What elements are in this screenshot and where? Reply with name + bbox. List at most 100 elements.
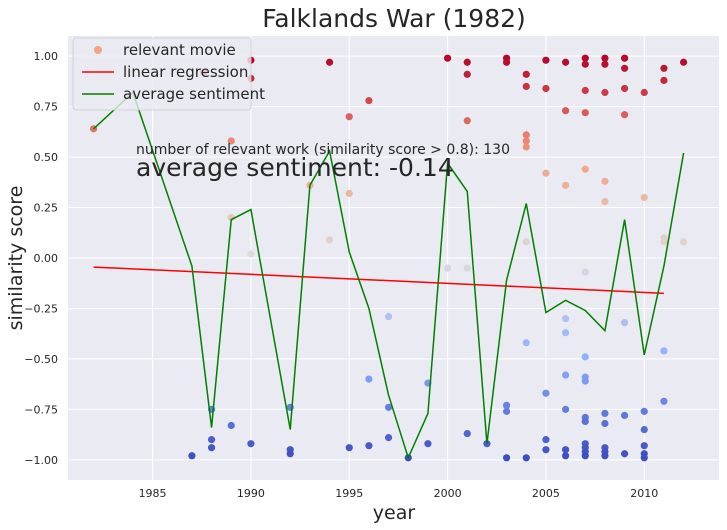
y-tick-label: 0.50 xyxy=(34,151,59,164)
legend-label-relevant-movie: relevant movie xyxy=(123,41,236,59)
data-point xyxy=(522,131,530,139)
data-point xyxy=(502,58,511,66)
data-point xyxy=(522,82,530,91)
data-point xyxy=(542,446,550,454)
data-point xyxy=(660,64,668,72)
data-point xyxy=(581,165,589,173)
data-point xyxy=(502,401,511,409)
data-point xyxy=(522,339,530,347)
data-point xyxy=(365,442,373,450)
y-tick-label: 0.00 xyxy=(34,252,59,265)
data-point xyxy=(502,407,511,415)
y-tick-label: −0.50 xyxy=(24,353,58,366)
data-point xyxy=(561,314,570,323)
legend-box xyxy=(72,37,252,111)
chart-title: Falklands War (1982) xyxy=(262,4,526,33)
data-point xyxy=(463,117,471,125)
data-point xyxy=(463,264,471,272)
data-point xyxy=(365,375,373,383)
data-point xyxy=(561,446,570,454)
data-point xyxy=(384,403,393,411)
data-point xyxy=(601,452,609,460)
data-point xyxy=(463,70,471,78)
data-point xyxy=(581,60,589,68)
data-point xyxy=(345,189,353,198)
y-tick-label: −1.00 xyxy=(24,454,58,467)
x-tick-label: 2010 xyxy=(630,487,658,500)
data-point xyxy=(640,425,648,434)
y-tick-label: −0.25 xyxy=(24,302,58,315)
data-point xyxy=(581,353,589,361)
data-point xyxy=(620,111,629,119)
y-tick-label: −0.75 xyxy=(24,403,58,416)
data-point xyxy=(679,238,688,246)
data-point xyxy=(542,389,550,397)
data-point xyxy=(601,88,609,97)
data-point xyxy=(620,64,629,72)
x-tick-label: 1985 xyxy=(139,487,167,500)
data-point xyxy=(601,54,609,62)
y-tick-label: 0.75 xyxy=(34,101,59,114)
data-point xyxy=(561,452,570,460)
legend-marker-relevant-movie xyxy=(94,46,102,54)
data-point xyxy=(640,454,648,462)
y-tick-label: 0.25 xyxy=(34,202,59,215)
data-point xyxy=(561,58,570,66)
data-point xyxy=(561,107,570,115)
data-point xyxy=(581,109,589,117)
data-point xyxy=(227,137,235,145)
data-point xyxy=(679,58,688,66)
data-point xyxy=(542,169,550,177)
data-point xyxy=(522,238,530,246)
x-tick-label: 2005 xyxy=(532,487,560,500)
data-point xyxy=(561,405,570,413)
y-axis-label: similarity score xyxy=(5,186,27,331)
regression-line xyxy=(93,266,664,295)
data-point xyxy=(542,436,550,444)
data-point xyxy=(660,76,668,84)
data-point xyxy=(522,143,530,151)
data-point xyxy=(424,440,432,448)
data-point xyxy=(660,238,668,246)
data-point xyxy=(542,84,550,93)
data-point xyxy=(601,60,609,68)
data-point xyxy=(384,434,393,442)
tick-labels: 1985 1990 1995 2000 2005 2010 1.00 0.75 0.50 0.25… xyxy=(24,50,658,500)
data-point xyxy=(640,193,648,202)
y-tick-label: 1.00 xyxy=(34,50,59,63)
data-point xyxy=(463,429,471,438)
data-point xyxy=(542,56,550,64)
data-point xyxy=(581,268,589,276)
legend-label-average-sentiment: average sentiment xyxy=(123,85,265,103)
data-point xyxy=(502,454,511,462)
data-point xyxy=(620,450,629,458)
data-point xyxy=(561,329,570,337)
data-point xyxy=(640,88,648,97)
data-point xyxy=(522,137,530,145)
data-point xyxy=(325,58,334,66)
data-point xyxy=(640,442,648,450)
data-point xyxy=(660,397,668,405)
data-point xyxy=(227,421,235,430)
data-point xyxy=(384,312,393,321)
data-point xyxy=(188,452,196,460)
data-point xyxy=(601,177,609,185)
data-point xyxy=(601,419,609,428)
data-point xyxy=(247,250,255,258)
data-point xyxy=(561,371,570,379)
data-point xyxy=(365,96,373,105)
data-point xyxy=(581,452,589,460)
data-point xyxy=(620,84,629,93)
data-point xyxy=(443,264,452,272)
data-point xyxy=(443,54,452,62)
data-point xyxy=(660,347,668,355)
data-point xyxy=(286,450,294,458)
average-sentiment-line xyxy=(93,91,685,460)
data-point xyxy=(522,454,530,462)
annotation-average-sentiment: average sentiment: -0.14 xyxy=(136,153,454,182)
series-lines xyxy=(93,91,685,460)
x-tick-label: 2000 xyxy=(434,487,462,500)
data-point xyxy=(522,70,530,78)
annotation-relevant-count: number of relevant work (similarity scor… xyxy=(136,142,510,158)
